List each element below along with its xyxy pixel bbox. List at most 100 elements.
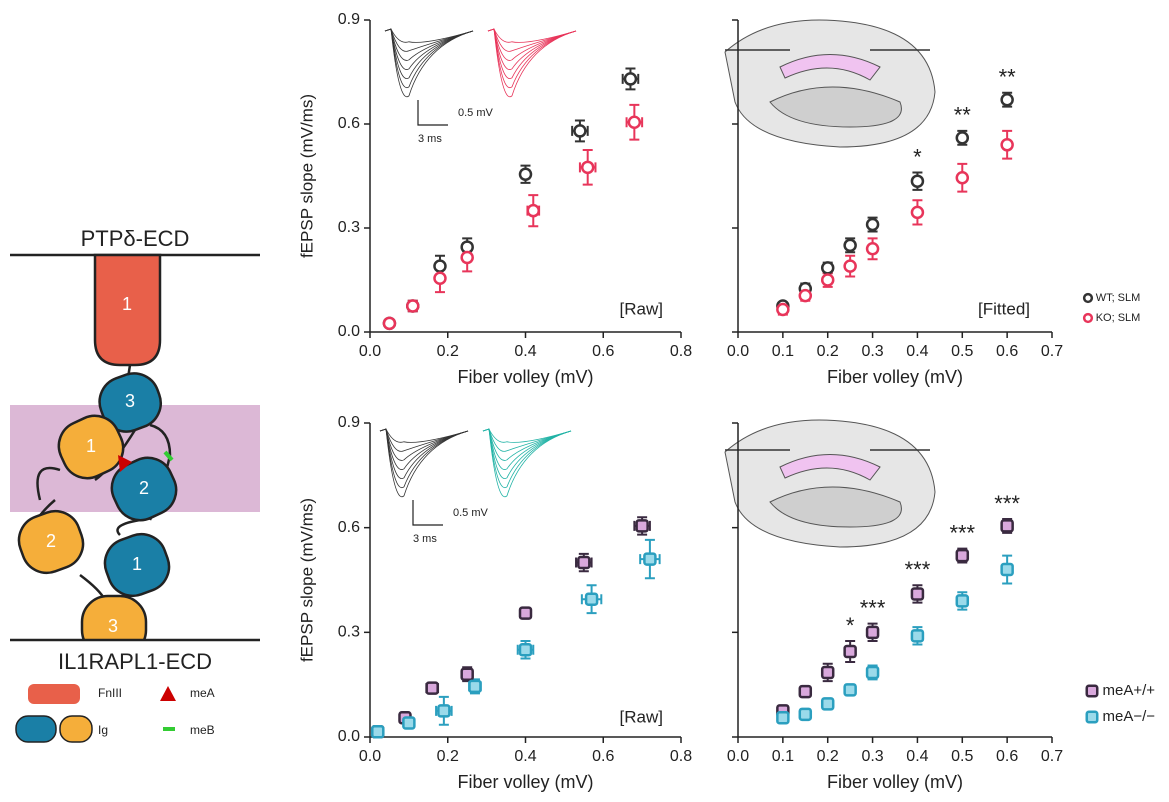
hippocampus	[724, 19, 936, 148]
marker	[843, 644, 857, 659]
scale-bar	[412, 500, 443, 526]
x-tick-label: 0.7	[1041, 343, 1063, 360]
marker	[584, 592, 599, 606]
trace	[379, 428, 469, 452]
x-axis-label: Fiber volley (mV)	[827, 772, 963, 792]
marker	[468, 679, 482, 694]
legend-swatch	[160, 686, 176, 701]
domain-label: 1	[132, 554, 142, 574]
x-tick-label: 0.1	[772, 748, 794, 765]
trace	[482, 428, 572, 480]
hippocampus-layer	[769, 486, 902, 528]
ig-domain	[110, 456, 178, 522]
ig-domain	[80, 594, 148, 640]
scale-bar	[417, 100, 448, 126]
x-tick-label: 0.4	[514, 748, 536, 765]
linker	[36, 466, 61, 501]
legend-label: meB	[190, 723, 215, 737]
domain-label: 1	[86, 436, 96, 456]
marker	[577, 555, 591, 570]
marker	[425, 681, 439, 695]
x-tick-label: 0.6	[996, 343, 1018, 360]
marker	[627, 115, 642, 130]
trace	[482, 428, 572, 498]
marker	[402, 716, 416, 730]
y-tick-label: 0.3	[338, 219, 360, 236]
marker	[1000, 138, 1014, 152]
marker	[433, 271, 447, 286]
trace	[384, 28, 474, 98]
ig-domain	[98, 372, 162, 433]
trace	[487, 28, 577, 89]
domain-label: 3	[125, 391, 135, 411]
scale-label: 3 ms	[413, 533, 437, 545]
legend-marker	[1082, 292, 1094, 304]
marker	[843, 259, 857, 273]
y-tick-label: 0.0	[338, 323, 360, 340]
legend-label: meA+/+	[1103, 682, 1156, 699]
legend-marker	[1082, 312, 1094, 324]
x-tick-label: 0.0	[727, 748, 749, 765]
x-tick-label: 0.5	[951, 343, 973, 360]
domain-label: 1	[122, 294, 132, 314]
trace	[487, 28, 577, 43]
marker	[437, 704, 451, 718]
x-tick-label: 0.3	[861, 748, 883, 765]
significance: ***	[905, 557, 931, 582]
legend-swatch	[59, 715, 93, 743]
marker	[865, 217, 880, 232]
bottom-label: IL1RAPL1-ECD	[58, 649, 212, 674]
marker	[820, 273, 835, 287]
marker	[843, 683, 857, 697]
x-tick-label: 0.7	[1041, 748, 1063, 765]
marker	[955, 548, 970, 563]
trace	[384, 28, 474, 43]
marker	[382, 316, 397, 331]
marker	[910, 587, 925, 601]
trace	[379, 428, 469, 443]
significance: **	[999, 65, 1017, 90]
marker	[460, 250, 474, 265]
trace	[384, 28, 474, 52]
trace	[482, 428, 572, 470]
marker	[518, 167, 533, 182]
marker	[1000, 519, 1014, 533]
x-tick-label: 0.1	[772, 343, 794, 360]
domain-diagram: PTPδ-ECD 1 3 1 2 2 1 3 IL1RAPL1-ECD FnII…	[10, 226, 260, 743]
marker	[843, 238, 857, 253]
x-axis-label: Fiber volley (mV)	[457, 772, 593, 792]
y-tick-label: 0.9	[338, 414, 360, 431]
x-tick-label: 0.6	[592, 748, 614, 765]
marker	[580, 160, 595, 175]
marker	[573, 124, 587, 138]
y-axis-label: fEPSP slope (mV/ms)	[297, 498, 316, 662]
y-axis-label: fEPSP slope (mV/ms)	[297, 94, 316, 258]
trace	[487, 28, 577, 61]
x-tick-label: 0.4	[514, 343, 536, 360]
trace	[379, 428, 469, 470]
marker	[798, 707, 813, 722]
x-tick-label: 0.2	[817, 748, 839, 765]
x-tick-label: 0.6	[996, 748, 1018, 765]
marker	[865, 242, 880, 256]
marker	[433, 259, 447, 273]
domain-label: 2	[139, 478, 149, 498]
x-tick-label: 0.5	[951, 748, 973, 765]
trace	[379, 428, 469, 489]
marker	[955, 170, 970, 185]
marker	[1000, 92, 1014, 107]
trace	[487, 28, 577, 70]
trace	[482, 428, 572, 443]
legend-label: Ig	[98, 723, 108, 737]
significance: ***	[949, 520, 975, 545]
legend-label: meA	[190, 686, 215, 700]
marker	[910, 174, 925, 188]
trace	[384, 28, 474, 70]
trace	[482, 428, 572, 489]
significance: ***	[860, 595, 886, 620]
legend-swatch	[15, 715, 57, 743]
x-axis-label: Fiber volley (mV)	[457, 367, 593, 387]
domain-label: 2	[46, 531, 56, 551]
marker	[635, 519, 649, 533]
